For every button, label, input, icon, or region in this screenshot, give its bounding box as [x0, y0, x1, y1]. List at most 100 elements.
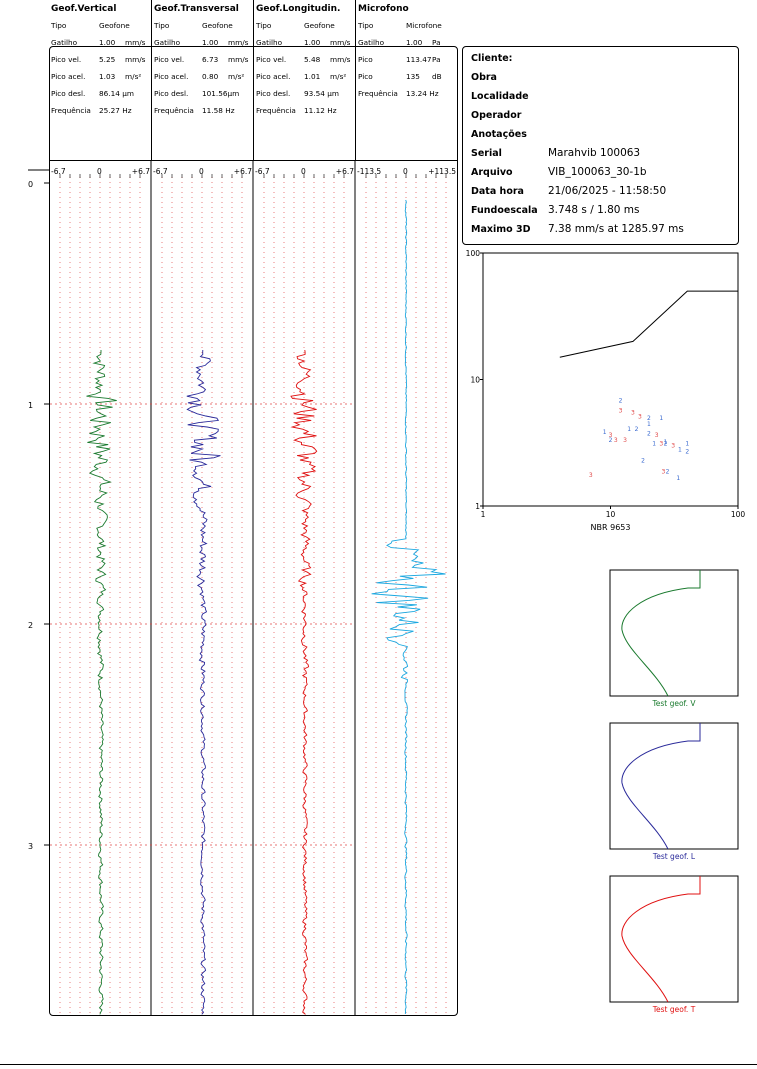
row-value: 113.47: [406, 55, 432, 64]
time-tick-label: 3: [28, 842, 33, 851]
row-value: Microfone: [406, 21, 442, 30]
scale-max-label: +113.5: [428, 167, 456, 176]
localidade-label: Localidade: [471, 91, 529, 102]
test-curve: [621, 723, 701, 850]
row-label: Pico desl.: [154, 89, 189, 98]
waveform-3: [371, 199, 446, 1015]
row-value: Geofone: [304, 21, 335, 30]
serial-value: Marahvib 100063: [548, 147, 641, 159]
row-value: 5.48: [304, 55, 321, 64]
test-curve: [621, 570, 701, 697]
waveform-1: [186, 349, 221, 1015]
nbr-point: 2: [635, 426, 639, 433]
row-value: 1.01: [304, 72, 321, 81]
nbr-ytick-label: 10: [470, 376, 480, 385]
row-label: Tipo: [154, 21, 170, 30]
datahora-value: 21/06/2025 - 11:58:50: [548, 185, 667, 197]
nbr-point: 3: [619, 407, 623, 414]
channel-row: Tipo Geofone: [154, 21, 233, 30]
channel-row: Pico acel. 1.01 m/s²: [256, 72, 346, 81]
nbr-title: NBR 9653: [591, 523, 631, 532]
row-unit: Pa: [432, 38, 441, 47]
channel-row: Gatilho 1.00 mm/s: [256, 38, 350, 47]
scale-max-label: +6.7: [132, 167, 150, 176]
cliente-label: Cliente:: [471, 53, 513, 64]
channel-row: Pico acel. 0.80 m/s²: [154, 72, 244, 81]
nbr-point: 1: [659, 415, 663, 422]
scale-min-label: -6.7: [153, 167, 168, 176]
fundo-value: 3.748 s / 1.80 ms: [548, 204, 640, 216]
channel-row: Pico vel. 5.25 mm/s: [51, 55, 145, 64]
channel-header-2: Geof.Longitudin. Tipo Geofone Gatilho 1.00 mm…: [253, 0, 356, 160]
channel-header-3: Microfono Tipo Microfone Gatilho 1.00 Pa Pico 1…: [355, 0, 458, 160]
time-tick-label: 2: [28, 621, 33, 630]
row-unit: dB: [432, 72, 442, 81]
nbr-point: 1: [678, 446, 682, 453]
row-unit: mm/s: [228, 38, 249, 47]
scale-zero-label: 0: [403, 167, 408, 176]
nbr-point: 2: [685, 449, 689, 456]
row-unit: mm/s: [330, 55, 351, 64]
row-label: Pico vel.: [51, 55, 82, 64]
row-value: Geofone: [202, 21, 233, 30]
info-box: Cliente: Obra Localidade Operador Anotaç…: [462, 46, 739, 245]
row-value: 6.73: [202, 55, 219, 64]
row-label: Pico: [358, 55, 373, 64]
waveform-0: [86, 350, 117, 1015]
nbr-point: 2: [619, 397, 623, 404]
test-panel-frame: [609, 722, 739, 850]
scale-max-label: +6.7: [234, 167, 252, 176]
nbr-point: 3: [631, 409, 635, 416]
row-label: Tipo: [358, 21, 374, 30]
row-label: Frequência: [358, 89, 398, 98]
row-value: 0.80: [202, 72, 219, 81]
row-label: Frequência: [51, 106, 91, 115]
nbr-xtick-label: 1: [481, 510, 486, 519]
time-tick-label: 1: [28, 401, 33, 410]
row-unit: mm/s: [330, 38, 351, 47]
operador-label: Operador: [471, 110, 522, 121]
row-value: 5.25: [99, 55, 116, 64]
waveform-2: [290, 349, 318, 1015]
row-label: Tipo: [51, 21, 67, 30]
arquivo-label: Arquivo: [471, 167, 513, 178]
scale-max-label: +6.7: [336, 167, 354, 176]
nbr-point: 1: [627, 426, 631, 433]
row-label: Gatilho: [154, 38, 181, 47]
channel-row: Pico desl. 93.54 µm: [256, 89, 339, 98]
channel-title: Geof.Longitudin.: [256, 4, 341, 14]
scale-zero-label: 0: [97, 167, 102, 176]
channel-title: Geof.Vertical: [51, 4, 117, 14]
channel-row: Tipo Geofone: [51, 21, 130, 30]
nbr-ytick-label: 1: [475, 502, 480, 511]
test-panel-frame: [609, 875, 739, 1003]
test-panel-frame: [609, 569, 739, 697]
row-label: Pico acel.: [51, 72, 86, 81]
row-value: 1.03: [99, 72, 116, 81]
datahora-label: Data hora: [471, 186, 524, 197]
nbr-point: 3: [623, 437, 627, 444]
row-value: 101.56µm: [202, 89, 240, 98]
nbr-point: 1: [676, 475, 680, 482]
row-label: Gatilho: [358, 38, 385, 47]
channel-row: Pico 135 dB: [358, 72, 442, 81]
maximo-label: Maximo 3D: [471, 224, 531, 235]
channel-row: Tipo Geofone: [256, 21, 335, 30]
footer-divider: [0, 1064, 757, 1065]
row-value: 11.12 Hz: [304, 106, 337, 115]
nbr-point: 3: [655, 432, 659, 439]
channel-row: Gatilho 1.00 Pa: [358, 38, 441, 47]
row-label: Frequência: [154, 106, 194, 115]
nbr-limit-curve: [559, 290, 738, 358]
nbr-point: 3: [609, 432, 613, 439]
test-panel-title: Test geof. V: [651, 699, 696, 708]
row-label: Pico vel.: [154, 55, 185, 64]
nbr-xtick-label: 100: [731, 510, 746, 519]
test-panels: Test geof. V Test geof. L Test geof. T: [609, 569, 739, 1014]
nbr-point: 2: [647, 415, 651, 422]
row-value: 25.27 Hz: [99, 106, 132, 115]
row-label: Gatilho: [51, 38, 78, 47]
channel-row: Pico acel. 1.03 m/s²: [51, 72, 141, 81]
nbr-point: 2: [664, 441, 668, 448]
